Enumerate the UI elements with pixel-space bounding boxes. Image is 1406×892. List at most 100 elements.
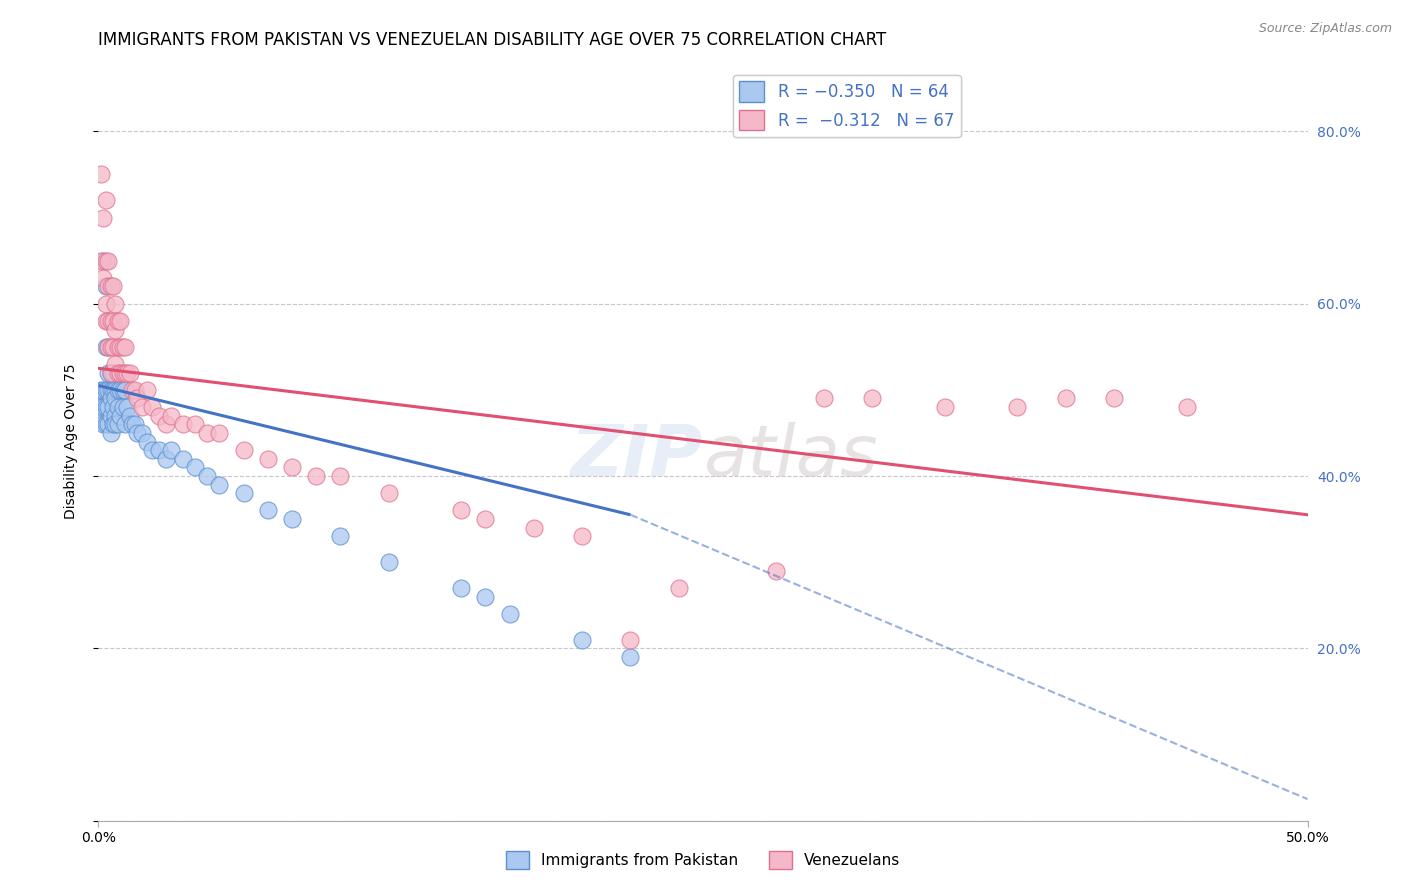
Point (121, 417, 143, 432)
Point (100, 366, 122, 380)
Point (256, 451, 278, 466)
Point (104, 409, 127, 423)
Point (91, 211, 114, 225)
Point (100, 383, 122, 397)
Point (107, 417, 129, 432)
Point (1175, 400, 1198, 414)
Point (107, 366, 129, 380)
Point (523, 521, 546, 535)
Point (1007, 400, 1029, 414)
Point (97, 314, 120, 328)
Point (155, 417, 177, 432)
Point (141, 443, 163, 458)
Point (114, 366, 136, 380)
Point (148, 443, 170, 458)
Point (97, 366, 120, 380)
Point (104, 296, 127, 310)
Point (107, 314, 129, 328)
Point (114, 417, 136, 432)
Point (111, 383, 134, 397)
Point (208, 425, 231, 440)
Point (450, 581, 472, 595)
Text: IMMIGRANTS FROM PAKISTAN VS VENEZUELAN DISABILITY AGE OVER 75 CORRELATION CHART: IMMIGRANTS FROM PAKISTAN VS VENEZUELAN D… (98, 31, 887, 49)
Point (91, 383, 114, 397)
Point (90, 253, 112, 268)
Point (141, 400, 163, 414)
Point (195, 469, 218, 483)
Point (100, 279, 122, 293)
Point (101, 314, 124, 328)
Point (450, 503, 472, 517)
Point (127, 425, 149, 440)
Point (101, 383, 124, 397)
Point (100, 340, 122, 354)
Point (148, 409, 170, 423)
Point (474, 512, 496, 526)
Point (100, 409, 122, 423)
Point (184, 460, 207, 475)
Point (90, 409, 112, 423)
Point (94, 383, 117, 397)
Text: ZIP: ZIP (571, 422, 703, 491)
Point (94, 340, 117, 354)
Point (104, 417, 127, 432)
Text: Source: ZipAtlas.com: Source: ZipAtlas.com (1258, 22, 1392, 36)
Point (111, 366, 134, 380)
Point (97, 417, 120, 432)
Point (100, 425, 122, 440)
Point (135, 383, 157, 397)
Point (118, 366, 141, 380)
Point (107, 340, 129, 354)
Text: atlas: atlas (703, 422, 877, 491)
Point (100, 314, 122, 328)
Point (155, 451, 177, 466)
Point (94, 400, 117, 414)
Point (377, 555, 399, 569)
Point (571, 632, 593, 647)
Point (104, 357, 127, 371)
Point (101, 366, 124, 380)
Point (94, 296, 117, 310)
Point (111, 340, 134, 354)
Point (94, 417, 117, 432)
Point (281, 460, 304, 475)
Point (281, 512, 304, 526)
Point (124, 383, 146, 397)
Point (90, 383, 112, 397)
Point (91, 270, 114, 285)
Point (97, 279, 120, 293)
Point (97, 340, 120, 354)
Point (619, 649, 641, 664)
Point (108, 409, 131, 423)
Point (232, 486, 254, 500)
Point (121, 383, 143, 397)
Point (124, 417, 146, 432)
Point (91, 400, 114, 414)
Point (329, 529, 352, 543)
Point (104, 392, 127, 406)
Point (135, 434, 157, 449)
Point (108, 314, 131, 328)
Point (619, 632, 641, 647)
Point (131, 425, 153, 440)
Point (114, 340, 136, 354)
Point (127, 392, 149, 406)
Point (256, 503, 278, 517)
Point (90, 168, 112, 182)
Point (329, 469, 352, 483)
Point (111, 400, 134, 414)
Point (97, 400, 120, 414)
Point (107, 400, 129, 414)
Point (208, 477, 231, 491)
Legend: Immigrants from Pakistan, Venezuelans: Immigrants from Pakistan, Venezuelans (499, 845, 907, 875)
Point (100, 392, 122, 406)
Point (91, 253, 114, 268)
Point (104, 322, 127, 336)
Point (108, 340, 131, 354)
Point (104, 383, 127, 397)
Point (498, 607, 520, 621)
Point (108, 383, 131, 397)
Point (91, 417, 114, 432)
Point (1102, 392, 1125, 406)
Point (90, 400, 112, 414)
